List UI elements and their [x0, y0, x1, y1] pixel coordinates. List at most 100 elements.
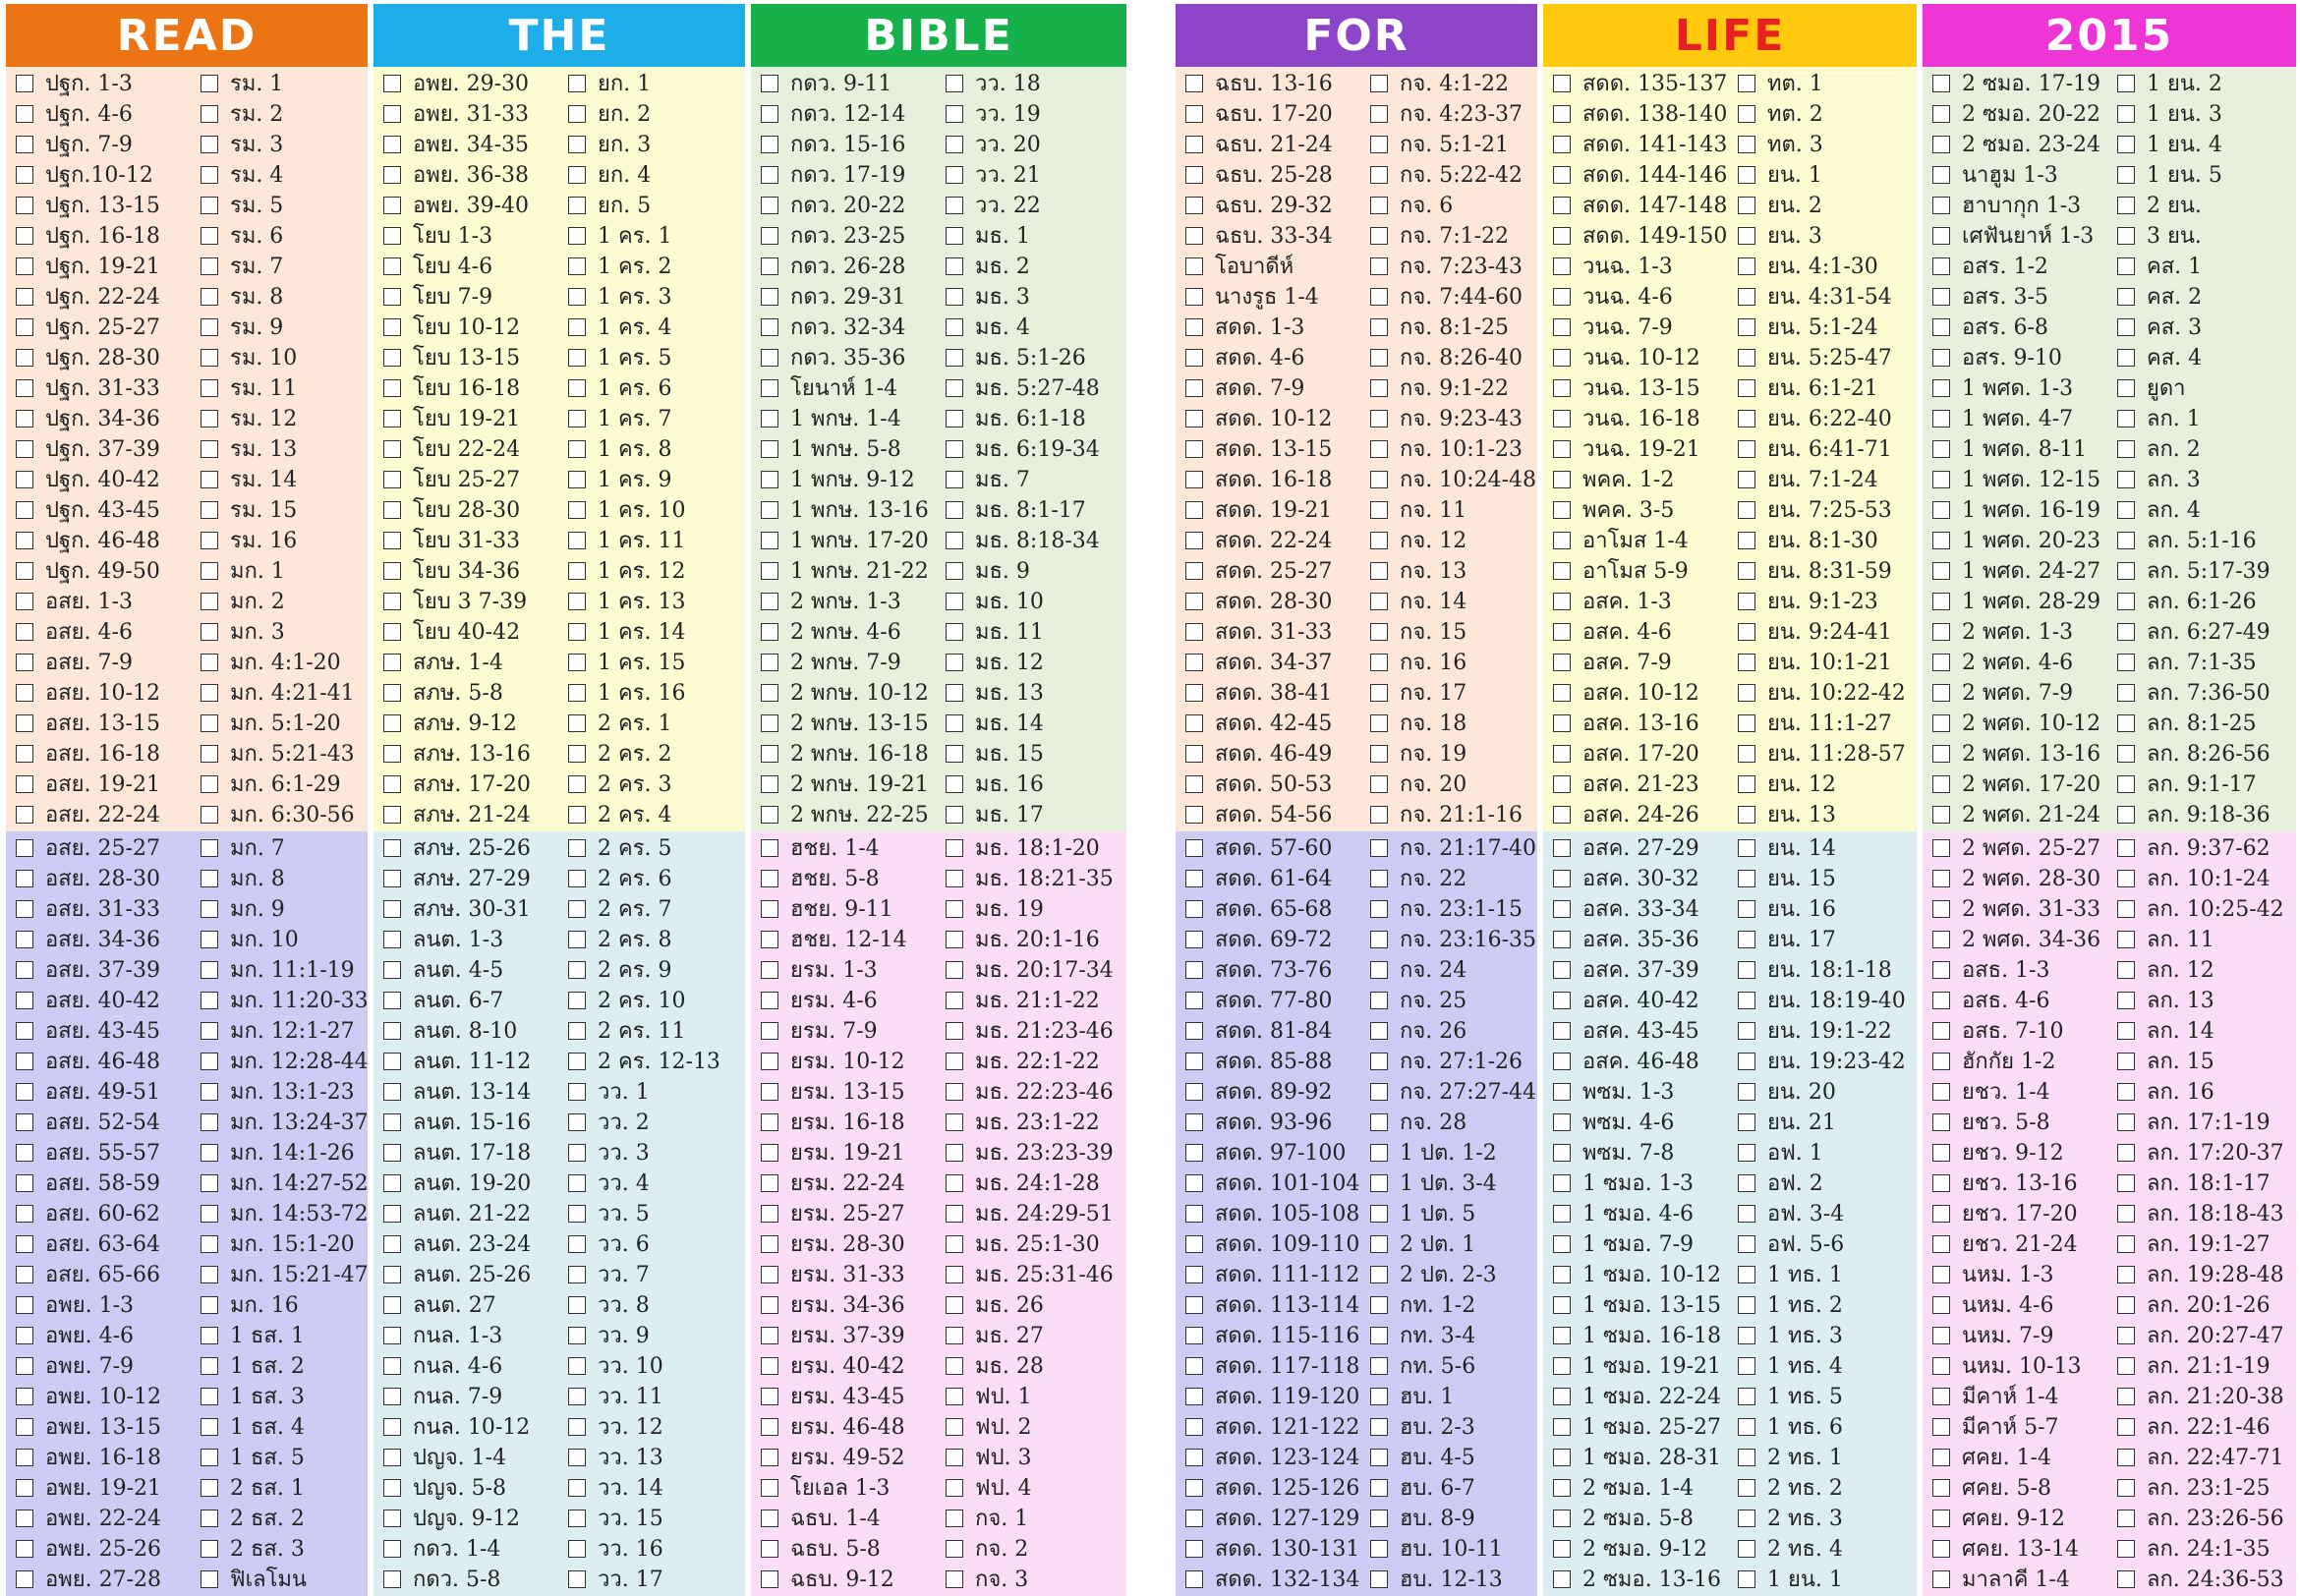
checkbox-icon[interactable] [1370, 1052, 1388, 1070]
checkbox-icon[interactable] [761, 256, 778, 275]
checkbox-icon[interactable] [1932, 1569, 1950, 1588]
reading-item[interactable]: 2 พศด. 1-3 [1925, 616, 2073, 647]
checkbox-icon[interactable] [946, 409, 963, 428]
reading-item[interactable]: กดว. 17-19 [753, 159, 905, 190]
checkbox-icon[interactable] [201, 1295, 218, 1314]
checkbox-icon[interactable] [946, 1448, 963, 1466]
reading-item[interactable]: 1 พศด. 1-3 [1925, 372, 2073, 403]
reading-item[interactable]: อสร. 1-2 [1925, 251, 2048, 281]
checkbox-icon[interactable] [383, 135, 401, 153]
reading-item[interactable]: อสร. 9-10 [1925, 342, 2062, 372]
checkbox-icon[interactable] [946, 1143, 963, 1162]
reading-item[interactable]: 1 ธส. 5 [193, 1442, 305, 1472]
reading-item[interactable]: ปฐก. 34-36 [8, 403, 160, 433]
checkbox-icon[interactable] [201, 287, 218, 306]
reading-item[interactable]: ลก. 18:1-17 [2109, 1168, 2271, 1198]
checkbox-icon[interactable] [16, 930, 33, 948]
reading-item[interactable]: 1 พศด. 24-27 [1925, 555, 2100, 586]
checkbox-icon[interactable] [761, 774, 778, 793]
reading-item[interactable]: สดด. 115-116 [1178, 1320, 1359, 1350]
reading-item[interactable]: มธ. 25:31-46 [938, 1259, 1114, 1289]
checkbox-icon[interactable] [16, 1265, 33, 1283]
checkbox-icon[interactable] [761, 653, 778, 671]
reading-item[interactable]: มธ. 6:19-34 [938, 433, 1100, 464]
reading-item[interactable]: สดด. 25-27 [1178, 555, 1332, 586]
reading-item[interactable]: ยรม. 28-30 [753, 1228, 905, 1259]
reading-item[interactable]: มก. 11:20-33 [193, 985, 369, 1015]
reading-item[interactable]: ยน. 5:25-47 [1730, 342, 1892, 372]
checkbox-icon[interactable] [1553, 1052, 1571, 1070]
checkbox-icon[interactable] [1370, 1234, 1388, 1253]
reading-item[interactable]: 1 พกษ. 5-8 [753, 433, 901, 464]
reading-item[interactable]: ปฐก. 31-33 [8, 372, 160, 403]
reading-item[interactable]: ยน. 19:23-42 [1730, 1046, 1906, 1076]
reading-item[interactable]: โยบ 34-36 [375, 555, 520, 586]
reading-item[interactable]: ฮชย. 9-11 [753, 893, 893, 924]
reading-item[interactable]: ยรม. 40-42 [753, 1350, 905, 1381]
reading-item[interactable]: 1 ซมอ. 25-27 [1545, 1411, 1721, 1442]
reading-item[interactable]: ยชว. 13-16 [1925, 1168, 2078, 1198]
checkbox-icon[interactable] [1932, 74, 1950, 92]
checkbox-icon[interactable] [1553, 317, 1571, 336]
reading-item[interactable]: สดด. 81-84 [1178, 1015, 1332, 1046]
checkbox-icon[interactable] [16, 744, 33, 763]
checkbox-icon[interactable] [1738, 561, 1755, 580]
reading-item[interactable]: ยก. 1 [560, 68, 651, 98]
reading-item[interactable]: มธ. 27 [938, 1320, 1044, 1350]
reading-item[interactable]: ยน. 10:22-42 [1730, 677, 1906, 708]
checkbox-icon[interactable] [1932, 713, 1950, 732]
checkbox-icon[interactable] [1932, 409, 1950, 428]
checkbox-icon[interactable] [201, 1539, 218, 1558]
checkbox-icon[interactable] [201, 470, 218, 488]
checkbox-icon[interactable] [1370, 74, 1388, 92]
reading-item[interactable]: พคค. 3-5 [1545, 494, 1674, 525]
reading-item[interactable]: ลก. 17:1-19 [2109, 1107, 2271, 1137]
reading-item[interactable]: ลก. 2 [2109, 433, 2201, 464]
reading-item[interactable]: รม. 1 [193, 68, 283, 98]
reading-item[interactable]: มธ. 26 [938, 1289, 1044, 1320]
checkbox-icon[interactable] [383, 744, 401, 763]
reading-item[interactable]: 1 ยน. 5 [2109, 159, 2222, 190]
checkbox-icon[interactable] [383, 439, 401, 458]
reading-item[interactable]: กจ. 5:1-21 [1362, 129, 1509, 159]
reading-item[interactable]: 1 ยน. 3 [2109, 98, 2222, 129]
checkbox-icon[interactable] [568, 439, 586, 458]
reading-item[interactable]: ฮบ. 6-7 [1362, 1472, 1475, 1503]
checkbox-icon[interactable] [1185, 1082, 1203, 1101]
reading-item[interactable]: สภษ. 5-8 [375, 677, 503, 708]
reading-item[interactable]: สดด. 147-148 [1545, 190, 1727, 220]
checkbox-icon[interactable] [761, 713, 778, 732]
reading-item[interactable]: มก. 1 [193, 555, 285, 586]
reading-item[interactable]: กจ. 16 [1362, 647, 1466, 677]
checkbox-icon[interactable] [2117, 930, 2135, 948]
checkbox-icon[interactable] [1185, 1173, 1203, 1192]
reading-item[interactable]: รม. 16 [193, 525, 297, 555]
checkbox-icon[interactable] [761, 991, 778, 1009]
reading-item[interactable]: ศคย. 1-4 [1925, 1442, 2051, 1472]
reading-item[interactable]: อสค. 1-3 [1545, 586, 1672, 616]
checkbox-icon[interactable] [1738, 1082, 1755, 1101]
reading-item[interactable]: มก. 14:53-72 [193, 1198, 369, 1228]
checkbox-icon[interactable] [1370, 348, 1388, 367]
reading-item[interactable]: กดว. 5-8 [375, 1564, 500, 1594]
reading-item[interactable]: 2 ซมอ. 9-12 [1545, 1533, 1707, 1564]
reading-item[interactable]: อพย. 29-30 [375, 68, 529, 98]
reading-item[interactable]: ฟป. 1 [938, 1381, 1032, 1411]
reading-item[interactable]: ลก. 15 [2109, 1046, 2214, 1076]
reading-item[interactable]: ยน. 7:1-24 [1730, 464, 1878, 494]
reading-item[interactable]: อสย. 65-66 [8, 1259, 160, 1289]
checkbox-icon[interactable] [946, 1569, 963, 1588]
reading-item[interactable]: กนล. 10-12 [375, 1411, 530, 1442]
checkbox-icon[interactable] [761, 1509, 778, 1527]
reading-item[interactable]: 2 พศด. 34-36 [1925, 924, 2100, 954]
checkbox-icon[interactable] [16, 104, 33, 123]
checkbox-icon[interactable] [1738, 226, 1755, 245]
checkbox-icon[interactable] [1370, 1478, 1388, 1497]
checkbox-icon[interactable] [2117, 805, 2135, 824]
reading-item[interactable]: ศคย. 13-14 [1925, 1533, 2079, 1564]
reading-item[interactable]: วว. 13 [560, 1442, 663, 1472]
checkbox-icon[interactable] [1738, 500, 1755, 519]
reading-item[interactable]: ฮบ. 4-5 [1362, 1442, 1475, 1472]
reading-item[interactable]: ฉธบ. 5-8 [753, 1533, 881, 1564]
reading-item[interactable]: ปฐก. 43-45 [8, 494, 160, 525]
